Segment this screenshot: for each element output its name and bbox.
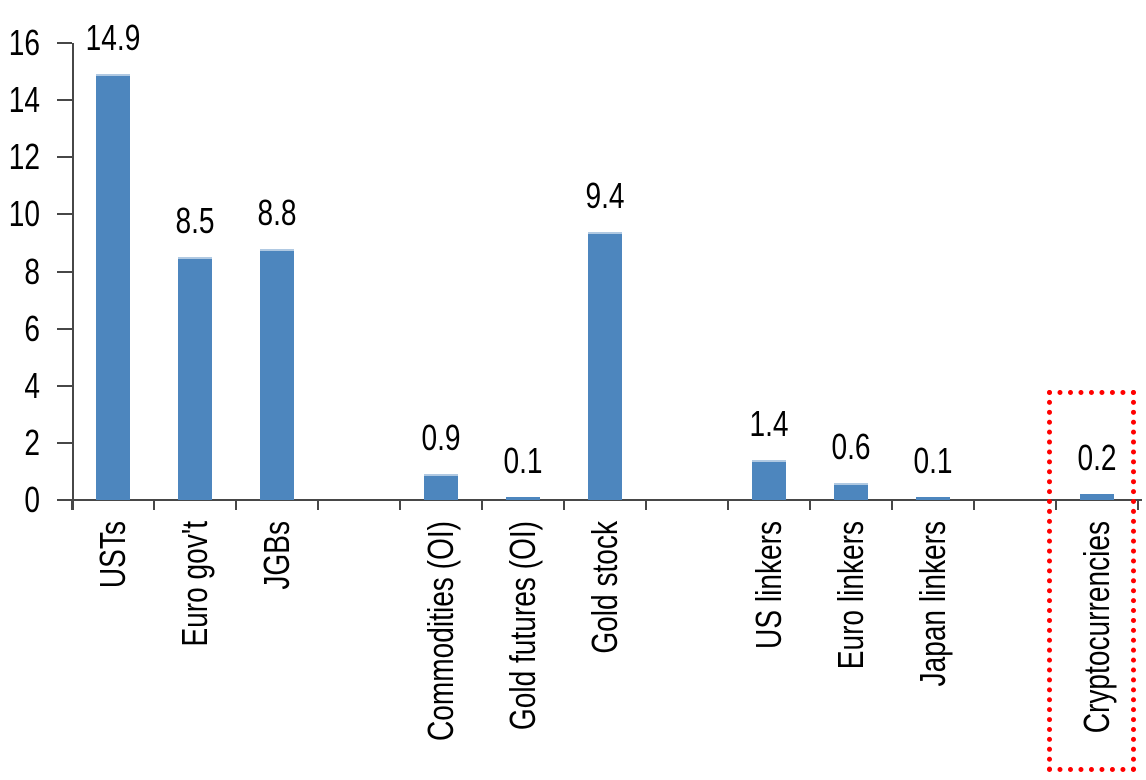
- x-axis-tick: [727, 500, 729, 510]
- bar-value-label: 8.8: [257, 192, 297, 233]
- bar-value-label: 0.1: [503, 440, 543, 481]
- x-axis-tick: [399, 500, 401, 510]
- x-axis-tick: [891, 500, 893, 510]
- bar-value-label: 8.5: [175, 200, 215, 241]
- bar-us-linkers: [752, 460, 786, 500]
- bar-cryptocurrencies: [1080, 494, 1114, 500]
- bar-value-label: 1.4: [749, 403, 789, 444]
- bar-euro-linkers: [834, 483, 868, 500]
- bar-gold-stock: [588, 232, 622, 500]
- x-axis-tick: [153, 500, 155, 510]
- category-label: JGBs: [256, 521, 297, 590]
- y-axis-tick-label: 14: [8, 79, 40, 121]
- x-axis-tick: [645, 500, 647, 510]
- y-axis-tick-label: 16: [8, 22, 40, 63]
- x-axis-line: [72, 499, 1142, 501]
- category-label: Commodities (OI): [420, 521, 461, 741]
- x-axis-tick: [317, 500, 319, 510]
- y-axis-tick-label: 12: [8, 136, 40, 178]
- y-axis-tick-label: 10: [8, 193, 40, 235]
- category-label: US linkers: [748, 521, 789, 649]
- category-label: Gold futures (OI): [502, 521, 543, 731]
- category-label: USTs: [92, 521, 133, 589]
- category-label: Gold stock: [584, 521, 625, 654]
- bar-euro-gov-t: [178, 257, 212, 500]
- bar-gold-futures-oi-: [506, 497, 540, 500]
- bar-value-label: 0.1: [913, 440, 953, 481]
- x-axis-tick: [809, 500, 811, 510]
- y-axis-tick: [57, 42, 72, 44]
- bar-value-label: 0.6: [831, 426, 871, 467]
- bar-value-label: 9.4: [585, 175, 625, 216]
- y-axis-tick-label: 4: [24, 364, 40, 406]
- y-axis-tick: [57, 384, 72, 387]
- y-axis-tick: [57, 327, 72, 330]
- x-axis-tick: [71, 500, 73, 510]
- y-axis-tick: [57, 270, 72, 273]
- x-axis-tick: [973, 500, 975, 510]
- y-axis-tick: [57, 441, 72, 444]
- x-axis-tick: [235, 500, 237, 510]
- y-axis-tick-label: 8: [24, 250, 40, 292]
- y-axis-tick: [57, 213, 72, 216]
- x-axis-tick: [563, 500, 565, 510]
- x-axis-tick: [1055, 500, 1057, 510]
- x-axis-tick: [1137, 500, 1139, 510]
- y-axis-tick-label: 2: [24, 421, 40, 463]
- bar-usts: [96, 74, 130, 500]
- bar-commodities-oi-: [424, 474, 458, 500]
- bar-value-label: 14.9: [85, 17, 141, 58]
- highlight-box-cryptocurrencies: [1047, 390, 1136, 772]
- x-axis-tick: [481, 500, 483, 510]
- category-label: Euro linkers: [830, 521, 871, 670]
- y-axis-tick: [57, 156, 72, 159]
- y-axis-tick: [57, 99, 72, 102]
- bar-jgbs: [260, 249, 294, 500]
- bar-value-label: 0.2: [1077, 437, 1117, 478]
- category-label: Japan linkers: [912, 521, 953, 687]
- y-axis-tick: [57, 499, 72, 501]
- category-label: Euro gov't: [174, 521, 215, 647]
- bar-value-label: 0.9: [421, 417, 461, 458]
- y-axis-tick-label: 6: [24, 307, 40, 349]
- y-axis-tick-label: 0: [24, 479, 40, 520]
- bar-japan-linkers: [916, 497, 950, 500]
- y-axis-line: [72, 43, 74, 510]
